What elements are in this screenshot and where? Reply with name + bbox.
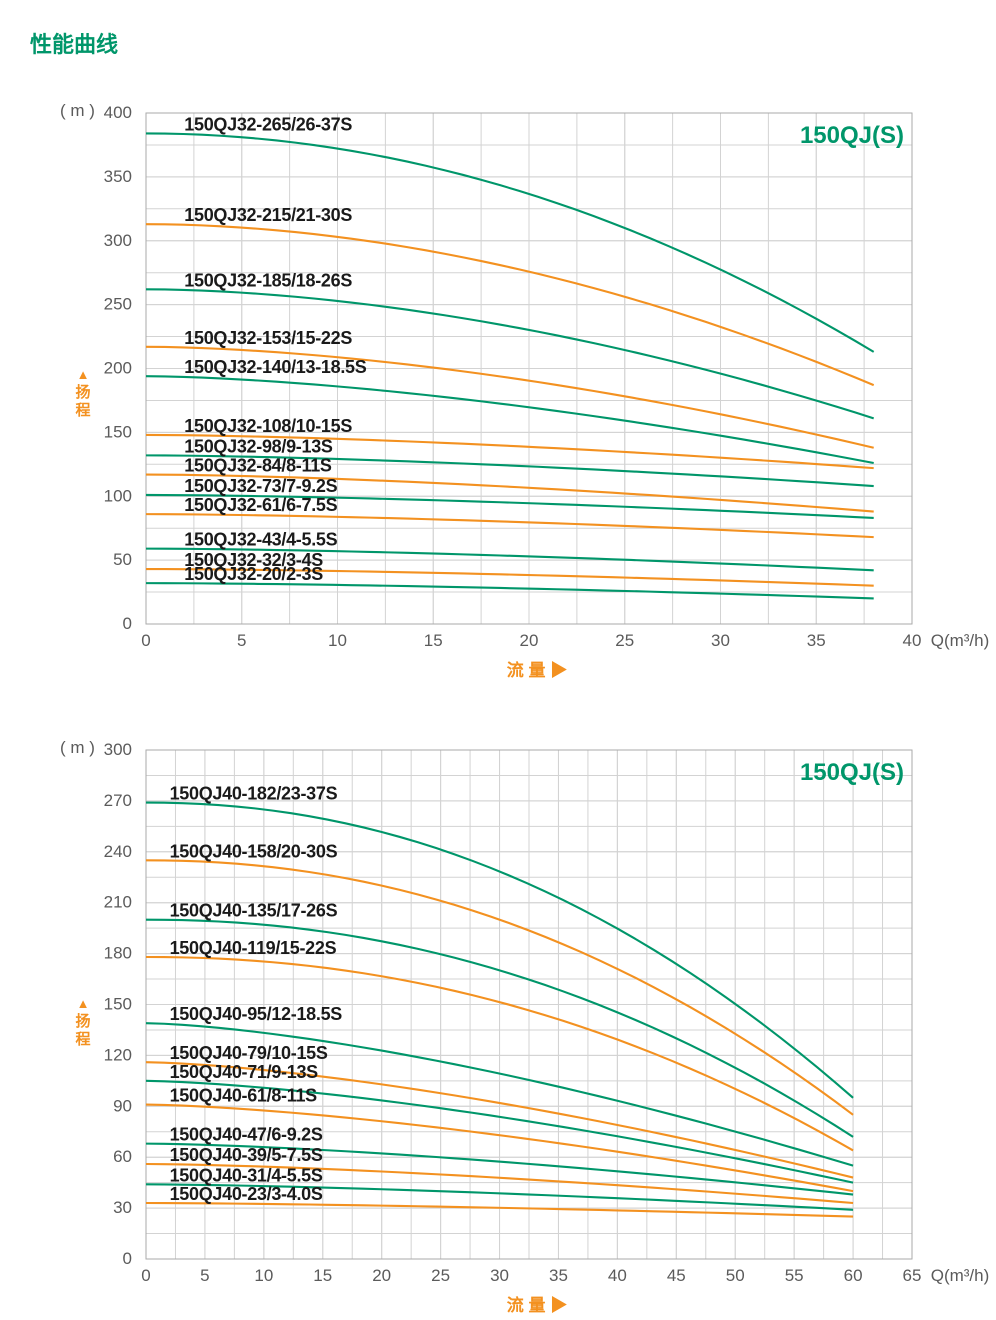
svg-text:60: 60	[113, 1147, 132, 1166]
svg-text:150QJ32-153/15-22S: 150QJ32-153/15-22S	[184, 328, 352, 348]
svg-text:0: 0	[123, 614, 132, 633]
svg-text:55: 55	[785, 1266, 804, 1285]
svg-text:250: 250	[104, 295, 132, 314]
svg-text:Q(m³/h): Q(m³/h)	[931, 1266, 990, 1285]
svg-text:150QJ32-61/6-7.5S: 150QJ32-61/6-7.5S	[184, 495, 337, 515]
svg-text:150QJ40-39/5-7.5S: 150QJ40-39/5-7.5S	[170, 1145, 323, 1165]
svg-text:流 量 ▶: 流 量 ▶	[507, 660, 567, 680]
svg-text:30: 30	[711, 631, 730, 650]
svg-text:50: 50	[113, 550, 132, 569]
svg-text:150QJ40-95/12-18.5S: 150QJ40-95/12-18.5S	[170, 1004, 343, 1024]
svg-text:5: 5	[237, 631, 246, 650]
svg-text:50: 50	[726, 1266, 745, 1285]
svg-text:40: 40	[903, 631, 922, 650]
svg-text:65: 65	[903, 1266, 922, 1285]
svg-text:150QJ40-119/15-22S: 150QJ40-119/15-22S	[170, 938, 337, 958]
svg-text:20: 20	[372, 1266, 391, 1285]
svg-text:150QJ32-20/2-3S: 150QJ32-20/2-3S	[184, 564, 323, 584]
svg-text:60: 60	[844, 1266, 863, 1285]
svg-text:150QJ40-182/23-37S: 150QJ40-182/23-37S	[170, 784, 338, 804]
svg-text:150QJ40-71/9-13S: 150QJ40-71/9-13S	[170, 1062, 319, 1082]
svg-text:150QJ32-84/8-11S: 150QJ32-84/8-11S	[184, 456, 332, 476]
svg-text:150QJ32-43/4-5.5S: 150QJ32-43/4-5.5S	[184, 530, 337, 550]
svg-text:150QJ40-47/6-9.2S: 150QJ40-47/6-9.2S	[170, 1125, 323, 1145]
svg-text:40: 40	[608, 1266, 627, 1285]
svg-text:0: 0	[123, 1249, 132, 1268]
svg-text:15: 15	[424, 631, 443, 650]
svg-text:35: 35	[549, 1266, 568, 1285]
svg-text:150QJ32-265/26-37S: 150QJ32-265/26-37S	[184, 114, 352, 134]
svg-text:20: 20	[520, 631, 539, 650]
svg-text:0: 0	[141, 1266, 150, 1285]
svg-text:150QJ40-23/3-4.0S: 150QJ40-23/3-4.0S	[170, 1184, 323, 1204]
svg-text:流 量 ▶: 流 量 ▶	[507, 1295, 567, 1315]
svg-text:25: 25	[615, 631, 634, 650]
svg-text:( m ): ( m )	[60, 738, 95, 757]
svg-text:30: 30	[490, 1266, 509, 1285]
svg-text:100: 100	[104, 486, 132, 505]
svg-text:150: 150	[104, 422, 132, 441]
svg-text:10: 10	[254, 1266, 273, 1285]
svg-text:150QJ40-31/4-5.5S: 150QJ40-31/4-5.5S	[170, 1165, 323, 1185]
svg-text:150QJ32-98/9-13S: 150QJ32-98/9-13S	[184, 436, 333, 456]
svg-text:150QJ32-185/18-26S: 150QJ32-185/18-26S	[184, 270, 352, 290]
svg-text:15: 15	[313, 1266, 332, 1285]
svg-text:150QJ40-135/17-26S: 150QJ40-135/17-26S	[170, 901, 338, 921]
svg-text:350: 350	[104, 167, 132, 186]
svg-text:5: 5	[200, 1266, 209, 1285]
svg-text:210: 210	[104, 893, 132, 912]
svg-text:150: 150	[104, 995, 132, 1014]
svg-text:120: 120	[104, 1045, 132, 1064]
svg-text:150QJ40-61/8-11S: 150QJ40-61/8-11S	[170, 1086, 318, 1106]
svg-text:180: 180	[104, 944, 132, 963]
svg-text:35: 35	[807, 631, 826, 650]
svg-text:200: 200	[104, 359, 132, 378]
svg-text:30: 30	[113, 1198, 132, 1217]
svg-text:45: 45	[667, 1266, 686, 1285]
svg-text:150QJ40-158/20-30S: 150QJ40-158/20-30S	[170, 841, 338, 861]
svg-text:150QJ32-73/7-9.2S: 150QJ32-73/7-9.2S	[184, 476, 337, 496]
svg-text:150QJ(S): 150QJ(S)	[800, 759, 904, 786]
svg-text:0: 0	[141, 631, 150, 650]
svg-text:Q(m³/h): Q(m³/h)	[931, 631, 990, 650]
svg-text:150QJ32-215/21-30S: 150QJ32-215/21-30S	[184, 205, 352, 225]
svg-text:25: 25	[431, 1266, 450, 1285]
svg-text:300: 300	[104, 740, 132, 759]
svg-text:270: 270	[104, 791, 132, 810]
svg-text:90: 90	[113, 1096, 132, 1115]
svg-text:400: 400	[104, 103, 132, 122]
svg-text:150QJ32-140/13-18.5S: 150QJ32-140/13-18.5S	[184, 357, 366, 377]
svg-text:150QJ32-108/10-15S: 150QJ32-108/10-15S	[184, 416, 352, 436]
svg-text:10: 10	[328, 631, 347, 650]
svg-text:150QJ(S): 150QJ(S)	[800, 122, 904, 149]
svg-text:( m ): ( m )	[60, 101, 95, 120]
svg-text:300: 300	[104, 231, 132, 250]
svg-text:150QJ40-79/10-15S: 150QJ40-79/10-15S	[170, 1043, 328, 1063]
svg-text:240: 240	[104, 842, 132, 861]
